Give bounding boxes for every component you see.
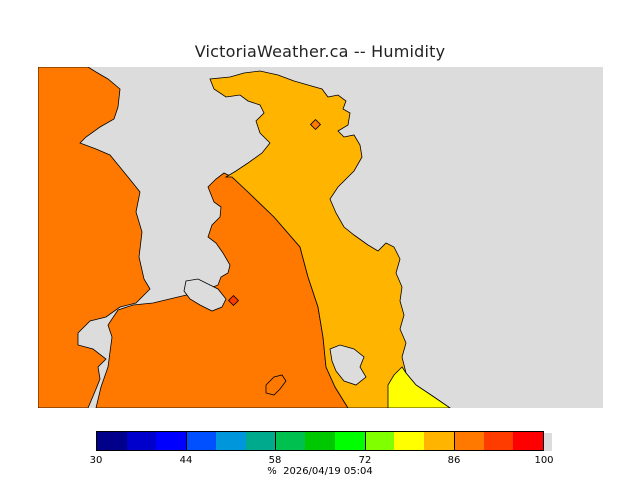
inner-harbour (183, 278, 227, 312)
legend-tick-line (365, 431, 366, 451)
legend-swatch (513, 432, 544, 450)
legend-swatch (126, 432, 157, 450)
humidity-map (38, 67, 603, 408)
central-station (227, 294, 240, 307)
legend-swatch (424, 432, 454, 450)
legend-tick-label: 86 (447, 455, 461, 466)
legend-swatch (394, 432, 425, 450)
legend-tick-line (275, 431, 276, 451)
legend-tick-label: 58 (268, 455, 282, 466)
legend-tick-line (186, 431, 187, 451)
lake-patch (329, 344, 367, 386)
east-land (209, 70, 451, 408)
legend-swatch (483, 432, 514, 450)
legend-swatch (97, 432, 127, 450)
legend-color-bar (96, 431, 544, 451)
timestamp: 2026/04/19 05:04 (283, 466, 373, 477)
legend-tick-line (454, 431, 455, 451)
map-title: VictoriaWeather.ca -- Humidity (194, 42, 446, 61)
legend-swatch (186, 432, 216, 450)
legend-shadow (544, 433, 552, 451)
legend-tick-label: 72 (358, 455, 372, 466)
legend-swatch (215, 432, 246, 450)
legend-swatch (245, 432, 276, 450)
legend-tick-label: 44 (179, 455, 193, 466)
southeast-land (387, 366, 451, 408)
legend-swatch (275, 432, 306, 450)
footer-caption: % 2026/04/19 05:04 (0, 466, 640, 477)
legend-swatch (156, 432, 187, 450)
legend-swatch (334, 432, 365, 450)
legend-swatch (453, 432, 484, 450)
legend-tick-label: 100 (534, 455, 554, 466)
legend-tick-label: 30 (89, 455, 103, 466)
unit-label: % (267, 466, 277, 477)
legend-swatch (364, 432, 395, 450)
west-land (38, 67, 151, 408)
north-station (309, 118, 322, 131)
legend-swatch (305, 432, 335, 450)
small-island (265, 374, 287, 396)
